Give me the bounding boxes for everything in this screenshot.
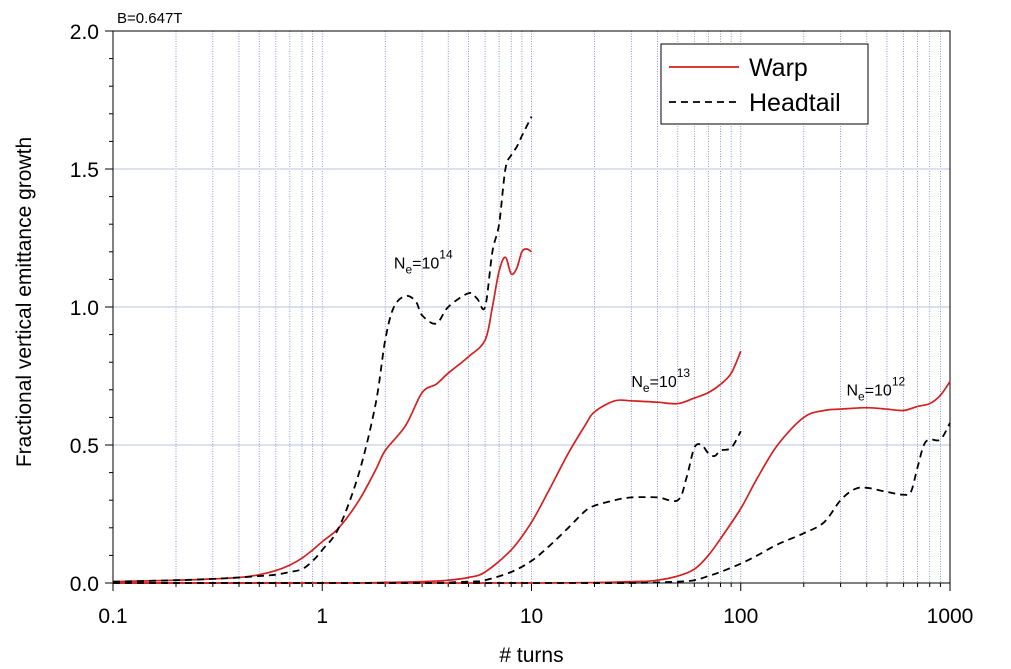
y-axis-title: Fractional vertical emittance growth (13, 137, 36, 467)
series-line-headtail-ne-1e12 (113, 422, 951, 584)
x-tick-label: 100 (723, 605, 758, 628)
y-tick-label: 0.5 (70, 435, 99, 458)
x-tick-label: 0.1 (98, 605, 127, 628)
series-line-warp-ne-1e13 (112, 350, 742, 584)
grid (113, 31, 950, 583)
field-annotation: B=0.647T (117, 10, 182, 27)
series-group (112, 116, 951, 584)
series-annotation: Ne=1014 (394, 247, 453, 276)
y-tick-label: 1.5 (70, 159, 99, 182)
legend-box (660, 43, 869, 125)
axis-ticks: 0.1 1 10 100 1000 0.0 0.5 1.0 1.5 2.0 (70, 21, 974, 628)
x-tick-label: 1000 (927, 605, 974, 628)
series-line-warp-ne-1e14 (112, 248, 532, 583)
y-tick-label: 1.0 (70, 297, 99, 320)
legend: Warp Headtail (660, 43, 869, 125)
series-line-headtail-ne-1e13 (113, 430, 742, 584)
legend-label-headtail: Headtail (749, 89, 841, 117)
series-line-warp-ne-1e12 (112, 381, 951, 584)
series-annotation: Ne=1012 (846, 374, 905, 403)
x-tick-label: 1 (316, 605, 328, 628)
x-tick-label: 10 (520, 605, 543, 628)
series-line-headtail-ne-1e14 (112, 116, 533, 583)
annotations: Ne=1014 Ne=1013 Ne=1012 (394, 247, 906, 403)
y-tick-label: 2.0 (70, 21, 99, 44)
x-axis-title: # turns (499, 644, 563, 667)
series-annotation: Ne=1013 (631, 366, 690, 395)
y-tick-label: 0.0 (70, 573, 99, 596)
legend-label-warp: Warp (749, 54, 808, 82)
